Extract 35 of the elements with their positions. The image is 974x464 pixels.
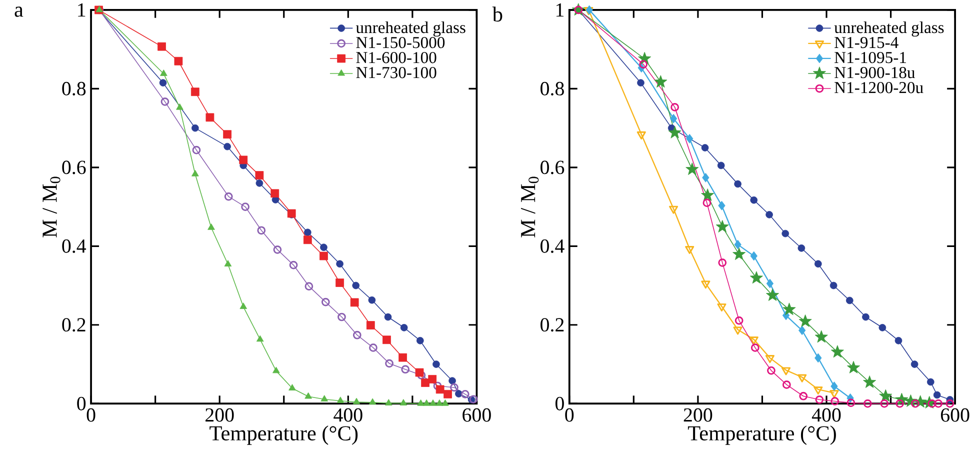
text: b bbox=[492, 6, 502, 22]
legend-label: N1-915-4 bbox=[834, 36, 898, 48]
legend-label: N1-900-18u bbox=[834, 66, 915, 78]
y-tick-label: 0.4 bbox=[540, 239, 564, 253]
y-axis-title: M / M$_{0}$ bbox=[42, 176, 60, 238]
legend-label: N1-600-100 bbox=[356, 52, 436, 64]
y-tick-label: 0.6 bbox=[540, 160, 564, 174]
x-axis-title: Temperature (°C) bbox=[688, 425, 836, 445]
y-tick-label: 0.2 bbox=[540, 318, 564, 332]
y-tick-label: 0.2 bbox=[62, 318, 86, 332]
text: a bbox=[14, 6, 24, 17]
y-tick-label: 0.8 bbox=[62, 82, 86, 96]
x-tick-label: 400 bbox=[812, 408, 841, 422]
y-tick-label: 0 bbox=[77, 396, 86, 410]
legend-label: unreheated glass bbox=[356, 21, 466, 36]
legend-label: N1-1200-20u bbox=[834, 82, 924, 94]
y-tick-label: 0.4 bbox=[62, 239, 86, 253]
legend-label: N1-730-100 bbox=[356, 66, 436, 78]
x-tick-label: 0 bbox=[565, 408, 574, 422]
x-axis-title: Temperature (°C) bbox=[210, 425, 358, 445]
x-tick-label: 400 bbox=[334, 408, 362, 422]
y-tick-label: 0.8 bbox=[540, 82, 564, 96]
x-tick-label: 200 bbox=[684, 408, 712, 422]
y-tick-label: 1 bbox=[556, 3, 564, 16]
y-tick-label: 0 bbox=[555, 396, 564, 410]
x-tick-label: 600 bbox=[940, 408, 970, 422]
legend-label: unreheated glass bbox=[834, 21, 944, 36]
x-tick-label: 600 bbox=[462, 408, 491, 422]
y-tick-label: 0.6 bbox=[62, 160, 86, 174]
legend-label: N1-1095-1 bbox=[834, 52, 906, 63]
y-tick-label: 1 bbox=[78, 3, 86, 16]
x-tick-label: 200 bbox=[206, 408, 234, 422]
x-tick-label: 0 bbox=[86, 408, 96, 422]
legend-label: N1-150-5000 bbox=[356, 36, 445, 48]
y-axis-title: M / M$_{0}$ bbox=[521, 176, 539, 238]
